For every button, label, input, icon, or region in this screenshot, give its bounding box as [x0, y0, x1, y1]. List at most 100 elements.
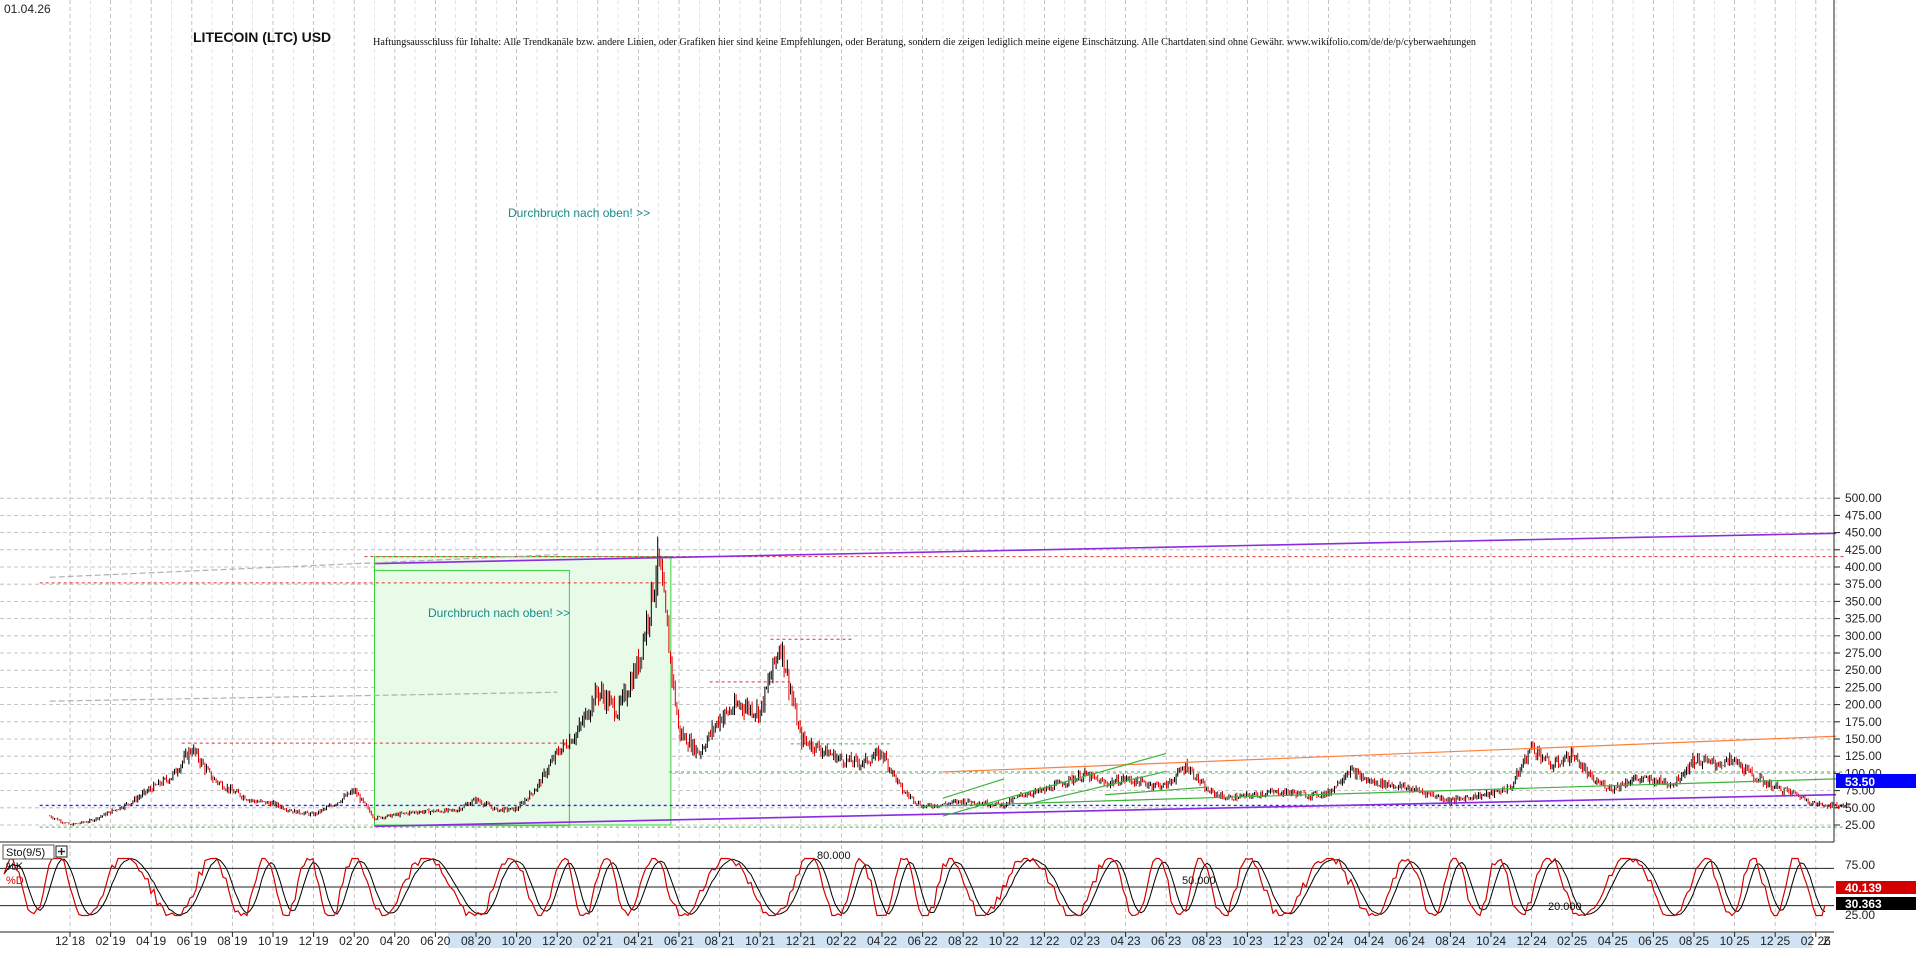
time-tick-label: 04 19	[136, 934, 166, 948]
time-tick-label: 10 21	[745, 934, 775, 948]
time-tick-label: 02 26	[1801, 934, 1831, 948]
level-50-label: 50.000	[1182, 875, 1216, 887]
time-tick-label: 12 22	[1029, 934, 1059, 948]
time-tick-label: 10 24	[1476, 934, 1506, 948]
time-tick-label: 10 25	[1720, 934, 1750, 948]
time-tick-label: 12 20	[542, 934, 572, 948]
plus-box-icon[interactable]	[55, 845, 68, 858]
time-tick-label: 02 24	[1314, 934, 1344, 948]
horizontal-levels	[39, 556, 1847, 828]
time-tick-label: 10 20	[502, 934, 532, 948]
end-marker: Z	[1823, 934, 1830, 948]
annotation-breakout-lower: Durchbruch nach oben! >>	[428, 606, 570, 620]
d-legend: %D	[6, 875, 24, 887]
price-tick-label: 275.00	[1845, 646, 1882, 660]
time-tick-label: 04 21	[623, 934, 653, 948]
time-tick-label: 06 19	[177, 934, 207, 948]
time-tick-label: 02 23	[1070, 934, 1100, 948]
sto-tick-75: 75.00	[1845, 858, 1875, 872]
current-price-badge	[1836, 774, 1916, 788]
time-tick-label: 10 23	[1232, 934, 1262, 948]
price-tick-label: 250.00	[1845, 663, 1882, 677]
time-tick-label: 08 24	[1435, 934, 1465, 948]
time-tick-label: 04 22	[867, 934, 897, 948]
price-tick-label: 375.00	[1845, 577, 1882, 591]
price-tick-label: 325.00	[1845, 612, 1882, 626]
grid	[0, 0, 1837, 842]
time-tick-label: 06 24	[1395, 934, 1425, 948]
time-tick-label: 12 23	[1273, 934, 1303, 948]
sto-tick-25: 25.00	[1845, 908, 1875, 922]
time-tick-label: 08 21	[705, 934, 735, 948]
price-tick-label: 125.00	[1845, 749, 1882, 763]
stochastic-grid	[0, 845, 1834, 930]
k-legend: %K	[6, 861, 24, 873]
price-tick-label: 400.00	[1845, 560, 1882, 574]
time-tick-label: 06 20	[420, 934, 450, 948]
trendline-green	[922, 778, 1837, 808]
time-tick-label: 08 19	[217, 934, 247, 948]
time-tick-label: 06 22	[908, 934, 938, 948]
trendline-green	[1023, 770, 1167, 806]
time-tick-label: 12 21	[786, 934, 816, 948]
candlesticks	[49, 536, 1851, 826]
time-tick-label: 02 19	[96, 934, 126, 948]
time-tick-label: 04 20	[380, 934, 410, 948]
time-tick-label: 04 23	[1111, 934, 1141, 948]
trendline-gray	[49, 691, 558, 702]
time-tick-label: 04 25	[1598, 934, 1628, 948]
d-value-label: 30.363	[1845, 897, 1882, 911]
time-tick-label: 12 24	[1517, 934, 1547, 948]
time-tick-label: 10 19	[258, 934, 288, 948]
price-tick-label: 50.00	[1845, 801, 1875, 815]
time-tick-label: 02 22	[826, 934, 856, 948]
price-tick-label: 500.00	[1845, 491, 1882, 505]
time-tick-label: 12 18	[55, 934, 85, 948]
annotation-breakout-upper: Durchbruch nach oben! >>	[508, 206, 650, 220]
trendline-purple	[374, 793, 1837, 828]
breakout-zone	[374, 569, 570, 827]
stochastic-lines	[3, 857, 1826, 917]
time-tick-label: 02 21	[583, 934, 613, 948]
time-tick-label: 06 25	[1638, 934, 1668, 948]
breakout-zone	[374, 556, 672, 826]
price-tick-label: 475.00	[1845, 508, 1882, 522]
level-20-label: 20.000	[1548, 901, 1582, 913]
trendline-green	[1105, 786, 1207, 796]
time-tick-label: 06 23	[1151, 934, 1181, 948]
price-tick-label: 300.00	[1845, 629, 1882, 643]
current-price-label: 53.50	[1845, 775, 1875, 789]
chart-date: 01.04.26	[4, 2, 51, 16]
time-tick-label: 12 25	[1760, 934, 1790, 948]
k-value-label: 40.139	[1845, 881, 1882, 895]
k-value-badge	[1836, 881, 1916, 894]
price-tick-label: 350.00	[1845, 594, 1882, 608]
indicator-name-box[interactable]	[2, 844, 55, 860]
d-value-badge	[1836, 897, 1916, 910]
chart-title: LITECOIN (LTC) USD	[193, 29, 331, 45]
time-tick-label: 08 23	[1192, 934, 1222, 948]
time-axis: 12 18 02 19 04 19 06 19 08 19 10 19 12 19 02 20…	[55, 932, 1831, 948]
price-tick-label: 25.00	[1845, 818, 1875, 832]
trendline-green	[942, 752, 1167, 817]
time-tick-label: 02 20	[339, 934, 369, 948]
price-tick-label: 150.00	[1845, 732, 1882, 746]
price-tick-label: 175.00	[1845, 715, 1882, 729]
trendline-orange	[942, 735, 1837, 773]
stochastic-pane: Sto(9/5) %K %D 80.000 50.000 20.000 75.0…	[0, 841, 1916, 930]
time-tick-label: 08 22	[948, 934, 978, 948]
stochastic-d-line	[3, 857, 1826, 916]
trendlines	[49, 532, 1837, 828]
price-tick-label: 225.00	[1845, 680, 1882, 694]
time-tick-label: 12 19	[299, 934, 329, 948]
indicator-name: Sto(9/5)	[6, 847, 45, 859]
price-tick-label: 425.00	[1845, 543, 1882, 557]
time-tick-label: 08 25	[1679, 934, 1709, 948]
stochastic-k-line	[3, 857, 1826, 917]
disclaimer-text: Haftungsausschluss für Inhalte: Alle Tre…	[373, 37, 1476, 48]
time-tick-label: 06 21	[664, 934, 694, 948]
trendline-green	[942, 778, 1004, 799]
time-axis-highlight	[448, 933, 1812, 948]
